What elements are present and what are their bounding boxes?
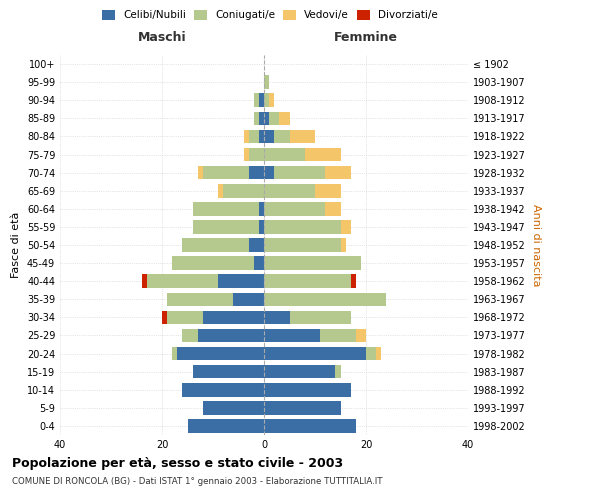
Bar bbox=[142, 274, 146, 288]
Bar bbox=[264, 130, 274, 143]
Bar bbox=[274, 130, 290, 143]
Bar bbox=[203, 310, 264, 324]
Bar bbox=[182, 238, 249, 252]
Bar bbox=[290, 310, 350, 324]
Bar bbox=[366, 347, 376, 360]
Bar bbox=[198, 166, 203, 179]
Bar bbox=[341, 220, 350, 234]
Bar bbox=[264, 328, 320, 342]
Bar bbox=[315, 184, 341, 198]
Bar bbox=[264, 256, 361, 270]
Bar bbox=[244, 130, 249, 143]
Bar bbox=[172, 347, 178, 360]
Bar bbox=[259, 202, 264, 215]
Bar bbox=[341, 238, 346, 252]
Bar bbox=[249, 130, 259, 143]
Bar bbox=[146, 274, 218, 288]
Text: Femmine: Femmine bbox=[334, 31, 398, 44]
Bar bbox=[259, 130, 264, 143]
Bar bbox=[254, 94, 259, 107]
Bar bbox=[264, 76, 269, 89]
Bar bbox=[178, 347, 264, 360]
Bar bbox=[350, 274, 356, 288]
Bar bbox=[218, 274, 264, 288]
Bar bbox=[325, 166, 350, 179]
Bar bbox=[269, 112, 280, 125]
Bar bbox=[162, 310, 167, 324]
Bar bbox=[320, 328, 356, 342]
Bar bbox=[264, 220, 341, 234]
Bar bbox=[187, 419, 264, 432]
Bar bbox=[244, 148, 249, 162]
Bar bbox=[274, 166, 325, 179]
Bar bbox=[280, 112, 290, 125]
Bar bbox=[193, 365, 264, 378]
Bar bbox=[264, 184, 315, 198]
Legend: Celibi/Nubili, Coniugati/e, Vedovi/e, Divorziati/e: Celibi/Nubili, Coniugati/e, Vedovi/e, Di… bbox=[102, 10, 438, 20]
Text: Maschi: Maschi bbox=[137, 31, 187, 44]
Bar bbox=[233, 292, 264, 306]
Bar bbox=[376, 347, 382, 360]
Bar bbox=[305, 148, 341, 162]
Bar bbox=[264, 148, 305, 162]
Bar bbox=[218, 184, 223, 198]
Text: Popolazione per età, sesso e stato civile - 2003: Popolazione per età, sesso e stato civil… bbox=[12, 458, 343, 470]
Bar bbox=[264, 94, 269, 107]
Bar bbox=[249, 166, 264, 179]
Bar bbox=[264, 419, 356, 432]
Bar bbox=[264, 310, 290, 324]
Bar bbox=[356, 328, 366, 342]
Bar bbox=[269, 94, 274, 107]
Bar bbox=[259, 94, 264, 107]
Bar bbox=[264, 112, 269, 125]
Bar bbox=[254, 256, 264, 270]
Bar bbox=[182, 328, 198, 342]
Bar bbox=[223, 184, 264, 198]
Bar bbox=[249, 148, 264, 162]
Bar bbox=[259, 220, 264, 234]
Bar bbox=[325, 202, 341, 215]
Bar bbox=[249, 238, 264, 252]
Y-axis label: Anni di nascita: Anni di nascita bbox=[531, 204, 541, 286]
Bar bbox=[198, 328, 264, 342]
Bar bbox=[335, 365, 341, 378]
Bar bbox=[264, 292, 386, 306]
Bar bbox=[182, 383, 264, 396]
Bar bbox=[290, 130, 315, 143]
Bar bbox=[259, 112, 264, 125]
Bar bbox=[264, 365, 335, 378]
Bar bbox=[172, 256, 254, 270]
Bar bbox=[264, 238, 341, 252]
Bar bbox=[193, 202, 259, 215]
Bar bbox=[264, 166, 274, 179]
Bar bbox=[264, 347, 366, 360]
Bar bbox=[264, 202, 325, 215]
Bar bbox=[167, 310, 203, 324]
Bar bbox=[264, 383, 350, 396]
Bar bbox=[203, 166, 249, 179]
Bar bbox=[193, 220, 259, 234]
Bar bbox=[254, 112, 259, 125]
Text: COMUNE DI RONCOLA (BG) - Dati ISTAT 1° gennaio 2003 - Elaborazione TUTTITALIA.IT: COMUNE DI RONCOLA (BG) - Dati ISTAT 1° g… bbox=[12, 478, 383, 486]
Bar bbox=[264, 274, 350, 288]
Bar bbox=[264, 401, 341, 414]
Bar bbox=[167, 292, 233, 306]
Y-axis label: Fasce di età: Fasce di età bbox=[11, 212, 21, 278]
Bar bbox=[203, 401, 264, 414]
